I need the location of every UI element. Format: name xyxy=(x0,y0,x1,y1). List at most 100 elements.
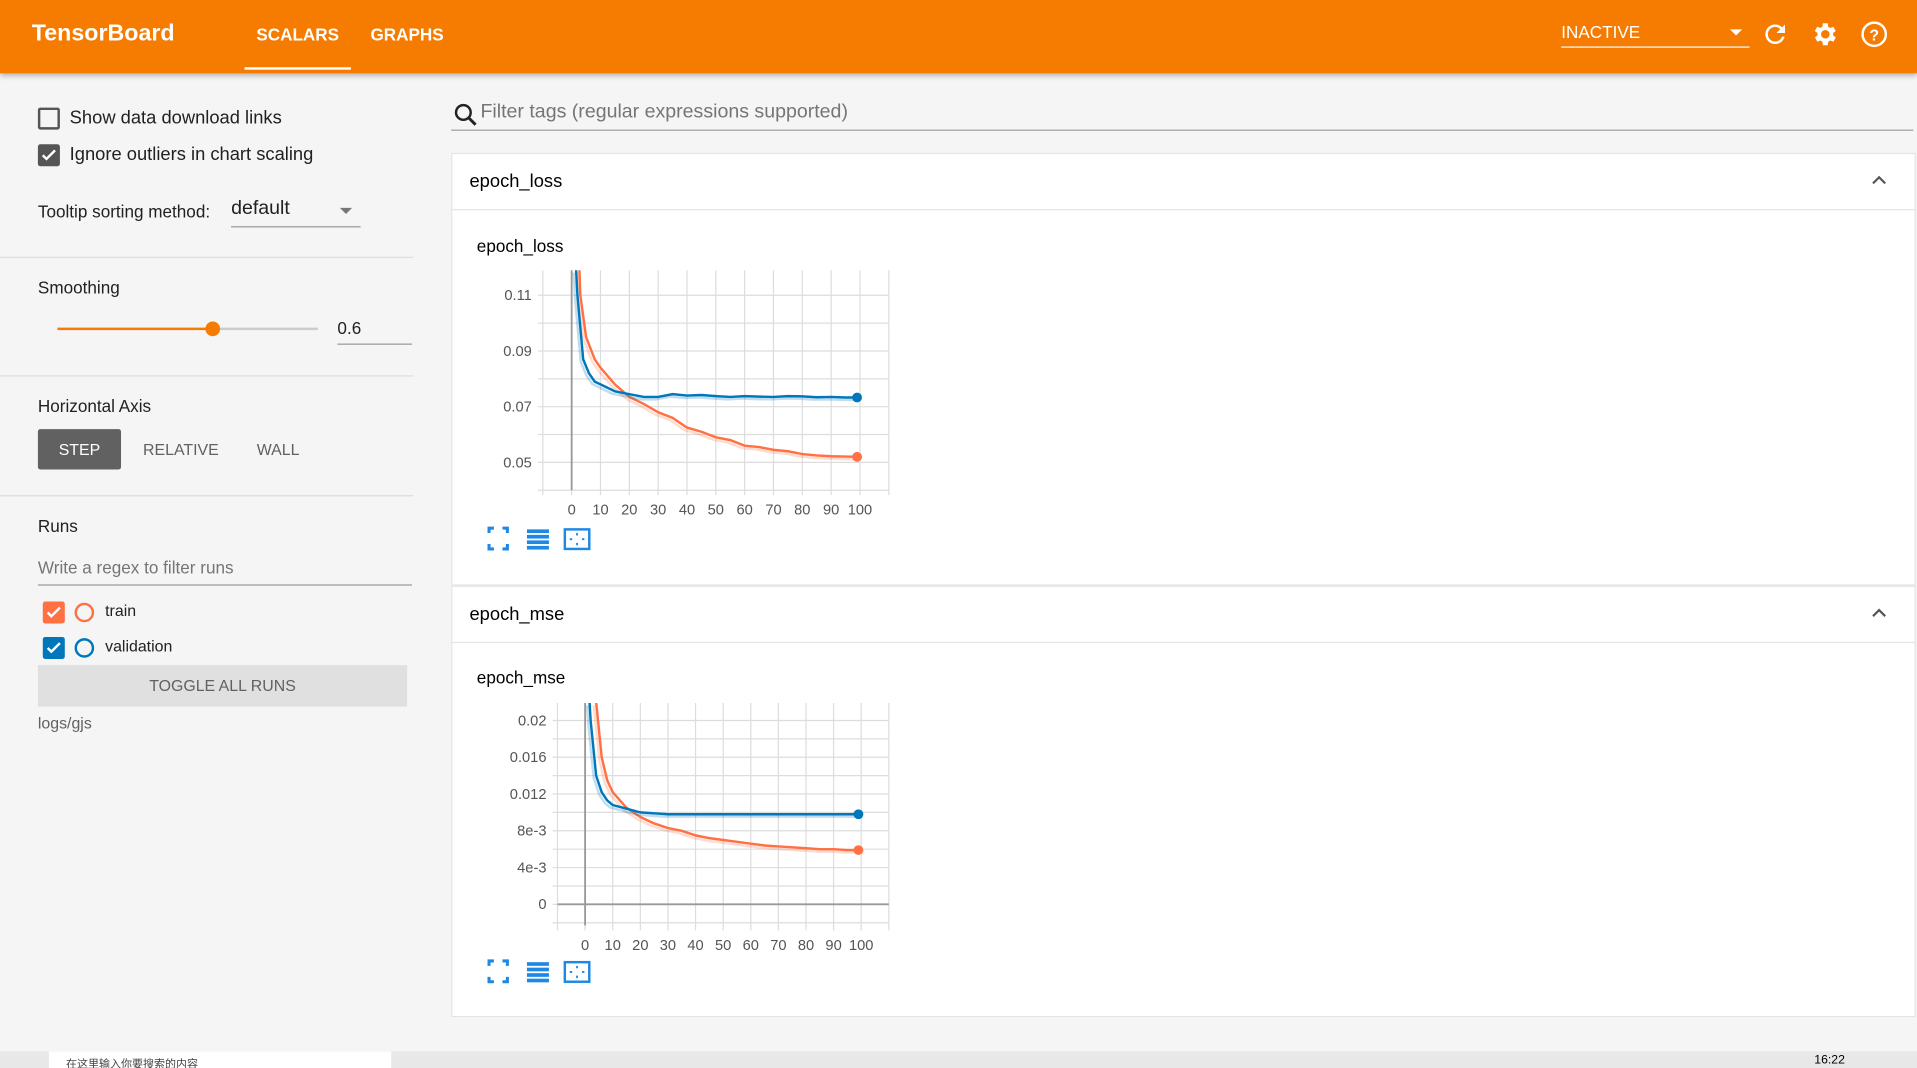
smoothing-input[interactable]: 0.6 xyxy=(337,318,413,345)
x-tick-label: 80 xyxy=(798,938,814,954)
card-title: epoch_mse xyxy=(469,603,565,625)
y-tick-label: 0.02 xyxy=(518,713,547,729)
chart-title: epoch_loss xyxy=(476,235,564,256)
icon-bar xyxy=(526,978,549,983)
x-tick-label: 60 xyxy=(743,938,759,954)
chart-title: epoch_mse xyxy=(476,667,566,688)
fit-domain-icon[interactable] xyxy=(563,528,591,551)
haxis-wall-button[interactable]: WALL xyxy=(256,440,300,459)
train-raw-line xyxy=(575,272,855,461)
x-tick-label: 20 xyxy=(621,503,637,519)
icon-frame xyxy=(563,960,591,983)
os-taskbar: 在这里输入你要搜索的内容 16:22 xyxy=(0,1051,1917,1068)
x-tick-label: 30 xyxy=(650,503,666,519)
settings-icon[interactable] xyxy=(1809,20,1838,49)
tab-graphs[interactable]: GRAPHS xyxy=(370,24,444,45)
taskbar-search-box[interactable]: 在这里输入你要搜索的内容 xyxy=(48,1051,392,1068)
x-tick-label: 10 xyxy=(592,503,608,519)
train-raw-line xyxy=(592,705,856,854)
chevron-up-icon[interactable] xyxy=(1871,606,1888,618)
run-validation-color-icon[interactable] xyxy=(74,638,95,658)
run-validation-checkbox[interactable] xyxy=(42,636,65,659)
taskbar-clock: 16:22 xyxy=(1814,1053,1845,1068)
svg-text:?: ? xyxy=(1869,27,1879,44)
x-tick-label: 50 xyxy=(708,503,724,519)
icon-arrows xyxy=(569,533,585,546)
app-title: TensorBoard xyxy=(31,20,175,47)
help-icon[interactable]: ? xyxy=(1860,20,1889,49)
validation-series-line xyxy=(574,270,858,399)
y-tick-label: 0.016 xyxy=(510,750,547,766)
validation-last-point xyxy=(853,809,864,820)
runs-filter-input[interactable]: Write a regex to filter runs xyxy=(37,557,413,586)
x-tick-label: 40 xyxy=(687,938,703,954)
x-tick-label: 60 xyxy=(736,503,752,519)
checkmark-icon xyxy=(46,606,61,618)
fullscreen-icon[interactable] xyxy=(487,959,509,984)
x-tick-label: 100 xyxy=(849,938,873,954)
epoch-loss-chart[interactable]: 0 10 20 30 40 50 60 70 80 90 100 0.11 0.09 0.07 0.05 xyxy=(452,154,941,584)
run-train-color-icon[interactable] xyxy=(74,602,95,623)
validation-series-line xyxy=(588,702,859,816)
card-header[interactable]: epoch_mse xyxy=(452,587,1915,644)
toggle-log-scale-icon[interactable] xyxy=(526,962,549,983)
card-header[interactable]: epoch_loss xyxy=(452,154,1915,211)
chevron-up-icon[interactable] xyxy=(1871,174,1888,186)
haxis-relative-button[interactable]: RELATIVE xyxy=(143,440,219,459)
refresh-icon[interactable] xyxy=(1761,20,1790,49)
search-icon xyxy=(454,103,477,126)
y-tick-label: 0.05 xyxy=(503,455,532,471)
chevron-down-icon xyxy=(1729,29,1743,36)
run-validation-label: validation xyxy=(105,636,173,656)
tooltip-sorting-select[interactable]: default xyxy=(231,198,361,228)
taskbar-search-placeholder: 在这里输入你要搜索的内容 xyxy=(66,1057,199,1068)
train-series-line xyxy=(578,270,858,459)
validation-raw-line xyxy=(572,272,855,402)
divider xyxy=(0,256,414,258)
x-tick-label: 10 xyxy=(605,938,621,954)
x-tick-label: 30 xyxy=(660,938,676,954)
checkmark-icon xyxy=(46,642,61,654)
icon-bar xyxy=(526,534,549,539)
card-epoch-mse: epoch_mse epoch_mse 0 10 20 30 40 50 60 70 80 90 1… xyxy=(451,585,1916,1018)
tooltip-sorting-value: default xyxy=(231,198,290,219)
toggle-log-scale-icon[interactable] xyxy=(526,529,549,550)
x-tick-label: 0 xyxy=(581,938,589,954)
epoch-mse-chart[interactable]: 0 10 20 30 40 50 60 70 80 90 100 0.02 0.016 0.012 8e-3… xyxy=(452,587,941,1016)
y-tick-label: 0.012 xyxy=(510,787,547,803)
show-download-links-checkbox[interactable] xyxy=(37,107,60,130)
haxis-step-button[interactable]: STEP xyxy=(37,429,122,470)
icon-arrows xyxy=(569,965,585,979)
train-series-line xyxy=(595,702,859,852)
icon-bar xyxy=(526,973,549,977)
fullscreen-icon[interactable] xyxy=(487,526,509,551)
checkmark-icon xyxy=(41,149,56,161)
run-train-checkbox[interactable] xyxy=(42,601,65,624)
run-status-dropdown[interactable]: INACTIVE xyxy=(1561,22,1750,48)
x-tick-label: 20 xyxy=(632,938,648,954)
tag-filter-input[interactable]: Filter tags (regular expressions support… xyxy=(451,98,1914,131)
toggle-all-runs-button[interactable]: TOGGLE ALL RUNS xyxy=(37,665,408,707)
logdir-label: logs/gjs xyxy=(37,713,92,733)
smoothing-slider[interactable] xyxy=(57,321,318,337)
runs-label: Runs xyxy=(37,515,78,536)
tab-scalars[interactable]: SCALARS xyxy=(244,24,351,70)
smoothing-slider-handle[interactable] xyxy=(205,321,221,337)
divider xyxy=(0,495,414,497)
tooltip-sorting-label: Tooltip sorting method: xyxy=(37,201,211,222)
y-tick-label: 0.09 xyxy=(503,344,532,360)
icon-bar xyxy=(526,967,549,972)
smoothing-label: Smoothing xyxy=(37,277,120,298)
icon-bar xyxy=(526,529,549,534)
icon-bar xyxy=(526,545,549,550)
icon-bar xyxy=(526,962,549,966)
smoothing-slider-fill xyxy=(57,327,214,331)
fit-domain-icon[interactable] xyxy=(563,960,591,983)
x-tick-label: 80 xyxy=(794,503,810,519)
run-train-label: train xyxy=(105,601,137,620)
y-tick-label: 0.11 xyxy=(504,288,531,304)
y-tick-label: 0 xyxy=(538,897,546,913)
x-tick-label: 90 xyxy=(825,938,841,954)
ignore-outliers-checkbox[interactable] xyxy=(37,144,60,167)
x-tick-label: 40 xyxy=(679,503,695,519)
